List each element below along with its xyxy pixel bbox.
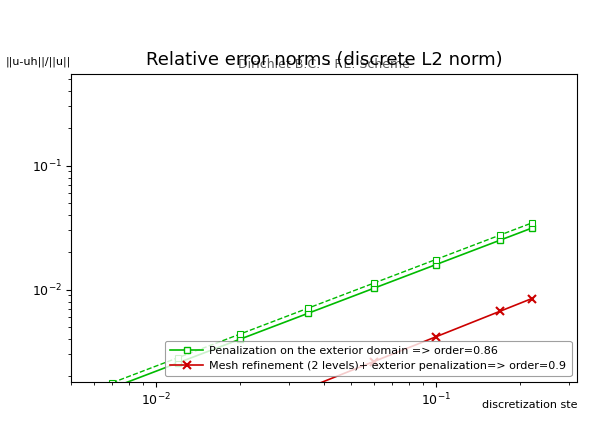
Penalization on the exterior domain => order=0.86 — [497, 237, 504, 243]
Mesh refinement (2 levels)+ exterior penalization=> order=0.9 — [432, 334, 439, 339]
Mesh refinement (2 levels)+ exterior penalization=> order=0.9 — [497, 309, 504, 314]
Line: Penalization on the exterior domain => order=0.86: Penalization on the exterior domain => o… — [109, 225, 535, 391]
Penalization on the exterior domain => order=0.86 — [528, 226, 535, 231]
Text: discretization ste: discretization ste — [481, 401, 577, 411]
Penalization on the exterior domain => order=0.86 — [305, 311, 312, 316]
Penalization on the exterior domain => order=0.86 — [236, 337, 243, 342]
Mesh refinement (2 levels)+ exterior penalization=> order=0.9 — [236, 412, 243, 418]
Legend: Penalization on the exterior domain => order=0.86, Mesh refinement (2 levels)+ e: Penalization on the exterior domain => o… — [165, 341, 572, 376]
Penalization on the exterior domain => order=0.86 — [432, 262, 439, 267]
Penalization on the exterior domain => order=0.86 — [174, 360, 181, 365]
Mesh refinement (2 levels)+ exterior penalization=> order=0.9 — [305, 385, 312, 390]
Line: Mesh refinement (2 levels)+ exterior penalization=> order=0.9: Mesh refinement (2 levels)+ exterior pen… — [108, 295, 536, 434]
Penalization on the exterior domain => order=0.86 — [370, 286, 377, 291]
Text: Dirichlet B.C. – F.E. Scheme: Dirichlet B.C. – F.E. Scheme — [239, 58, 410, 71]
Mesh refinement (2 levels)+ exterior penalization=> order=0.9 — [528, 296, 535, 301]
Mesh refinement (2 levels)+ exterior penalization=> order=0.9 — [370, 359, 377, 364]
Text: ||u-uh||/||u||: ||u-uh||/||u|| — [6, 56, 71, 67]
Penalization on the exterior domain => order=0.86 — [109, 385, 116, 391]
Title: Relative error norms (discrete L2 norm): Relative error norms (discrete L2 norm) — [146, 52, 503, 69]
